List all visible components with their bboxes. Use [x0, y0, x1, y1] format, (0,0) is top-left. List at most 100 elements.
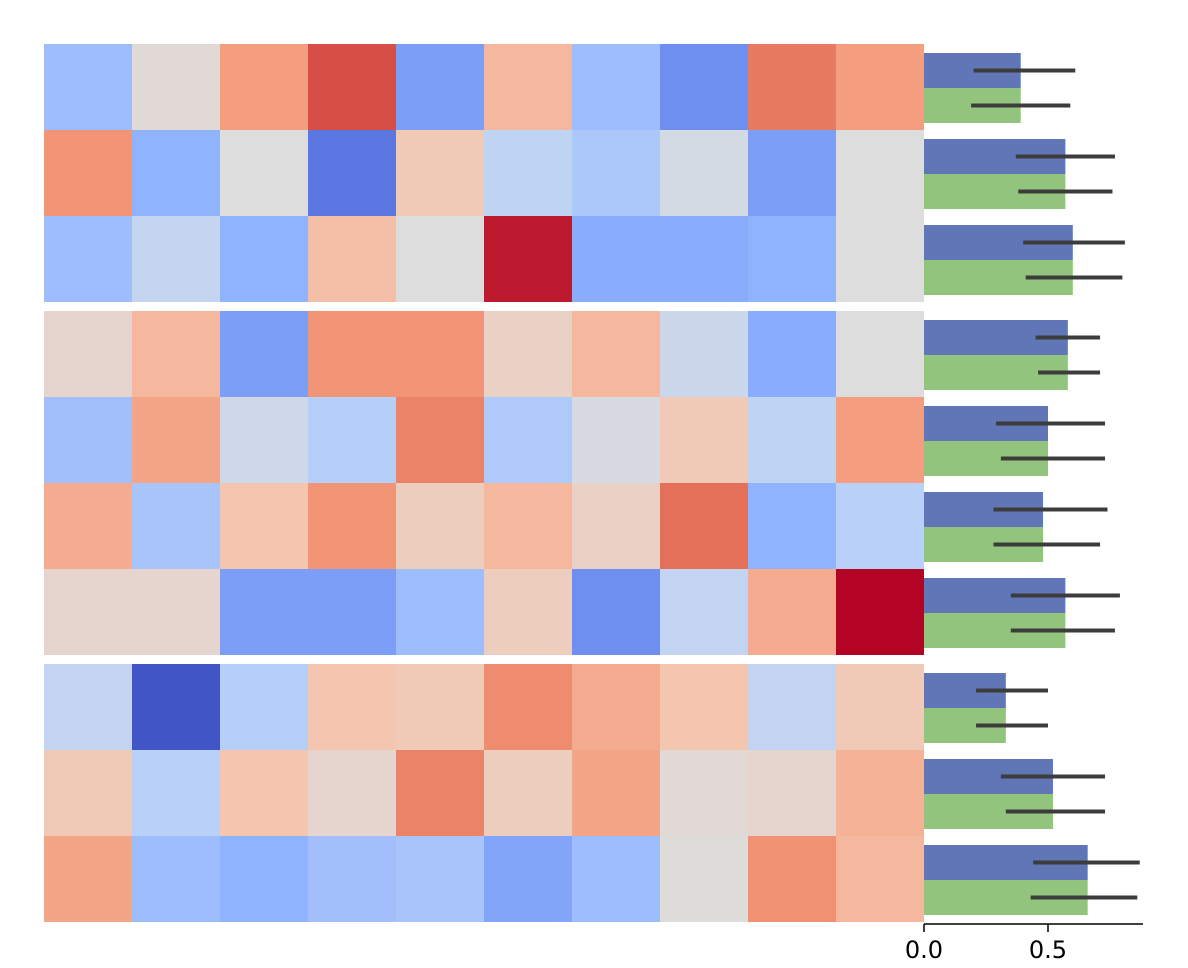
heatmap-cell-r9-c3	[220, 750, 308, 836]
heatmap-cell-r1-c10	[836, 44, 924, 130]
heatmap-cell-r10-c2	[132, 836, 220, 922]
heatmap-cell-r9-c7	[572, 750, 660, 836]
heatmap-cell-r5-c7	[572, 397, 660, 483]
heatmap-cell-r3-c7	[572, 216, 660, 302]
heatmap-cell-r5-c3	[220, 397, 308, 483]
heatmap-cell-r9-c4	[308, 750, 396, 836]
heatmap-cell-r1-c5	[396, 44, 484, 130]
heatmap-cell-r8-c7	[572, 664, 660, 750]
heatmap-cell-r3-c1	[44, 216, 132, 302]
heatmap-cell-r4-c8	[660, 311, 748, 397]
heatmap-cell-r7-c1	[44, 569, 132, 655]
heatmap-cell-r2-c4	[308, 130, 396, 216]
heatmap-cell-r5-c10	[836, 397, 924, 483]
heatmap-cell-r9-c8	[660, 750, 748, 836]
heatmap-cell-r2-c1	[44, 130, 132, 216]
heatmap-cell-r3-c5	[396, 216, 484, 302]
heatmap-cell-r3-c2	[132, 216, 220, 302]
heatmap-cell-r1-c2	[132, 44, 220, 130]
heatmap-cell-r2-c2	[132, 130, 220, 216]
heatmap-cell-r5-c1	[44, 397, 132, 483]
heatmap-cell-r6-c7	[572, 483, 660, 569]
heatmap-cell-r7-c2	[132, 569, 220, 655]
heatmap-cell-r4-c3	[220, 311, 308, 397]
heatmap-cell-r1-c7	[572, 44, 660, 130]
heatmap-cell-r3-c8	[660, 216, 748, 302]
heatmap-cell-r4-c7	[572, 311, 660, 397]
heatmap-cell-r1-c1	[44, 44, 132, 130]
heatmap-cell-r4-c1	[44, 311, 132, 397]
heatmap-cell-r6-c8	[660, 483, 748, 569]
heatmap-cell-r9-c2	[132, 750, 220, 836]
heatmap-cell-r3-c3	[220, 216, 308, 302]
heatmap-cell-r10-c4	[308, 836, 396, 922]
heatmap-cell-r10-c7	[572, 836, 660, 922]
heatmap-cell-r4-c4	[308, 311, 396, 397]
heatmap-cell-r1-c8	[660, 44, 748, 130]
heatmap-cell-r7-c10	[836, 569, 924, 655]
heatmap-cell-r8-c4	[308, 664, 396, 750]
heatmap-cell-r1-c3	[220, 44, 308, 130]
heatmap-cell-r6-c3	[220, 483, 308, 569]
heatmap-cell-r8-c9	[748, 664, 836, 750]
heatmap-cell-r2-c6	[484, 130, 572, 216]
heatmap-cell-r5-c5	[396, 397, 484, 483]
heatmap-cell-r1-c6	[484, 44, 572, 130]
heatmap-cell-r8-c2	[132, 664, 220, 750]
heatmap-cell-r8-c10	[836, 664, 924, 750]
heatmap-cell-r7-c9	[748, 569, 836, 655]
heatmap-cell-r6-c10	[836, 483, 924, 569]
heatmap-cell-r3-c9	[748, 216, 836, 302]
heatmap-cell-r6-c6	[484, 483, 572, 569]
heatmap-cell-r7-c8	[660, 569, 748, 655]
heatmap-cell-r10-c3	[220, 836, 308, 922]
heatmap-cell-r1-c4	[308, 44, 396, 130]
heatmap-cell-r2-c3	[220, 130, 308, 216]
heatmap-cell-r7-c3	[220, 569, 308, 655]
heatmap-cell-r6-c1	[44, 483, 132, 569]
heatmap-cell-r10-c10	[836, 836, 924, 922]
heatmap-cell-r9-c5	[396, 750, 484, 836]
heatmap-cell-r6-c9	[748, 483, 836, 569]
heatmap-cell-r10-c6	[484, 836, 572, 922]
heatmap-cell-r7-c4	[308, 569, 396, 655]
heatmap-cell-r10-c8	[660, 836, 748, 922]
x-tick-label-0: 0.0	[905, 936, 943, 964]
heatmap-cell-r7-c7	[572, 569, 660, 655]
heatmap-cell-r8-c8	[660, 664, 748, 750]
heatmap-cell-r10-c9	[748, 836, 836, 922]
bar-chart	[924, 53, 1140, 915]
x-axis: 0.0 0.5	[905, 923, 1143, 964]
heatmap-cell-r8-c3	[220, 664, 308, 750]
heatmap	[44, 44, 924, 922]
heatmap-cell-r4-c6	[484, 311, 572, 397]
heatmap-cell-r9-c1	[44, 750, 132, 836]
heatmap-cell-r7-c5	[396, 569, 484, 655]
heatmap-cell-r8-c5	[396, 664, 484, 750]
heatmap-cell-r10-c5	[396, 836, 484, 922]
heatmap-cell-r4-c2	[132, 311, 220, 397]
heatmap-cell-r4-c9	[748, 311, 836, 397]
heatmap-cell-r2-c5	[396, 130, 484, 216]
heatmap-cell-r6-c2	[132, 483, 220, 569]
heatmap-cell-r3-c4	[308, 216, 396, 302]
heatmap-cell-r9-c10	[836, 750, 924, 836]
heatmap-cell-r7-c6	[484, 569, 572, 655]
heatmap-cell-r6-c5	[396, 483, 484, 569]
heatmap-cell-r1-c9	[748, 44, 836, 130]
heatmap-cell-r8-c6	[484, 664, 572, 750]
heatmap-cell-r5-c2	[132, 397, 220, 483]
heatmap-cell-r6-c4	[308, 483, 396, 569]
heatmap-cell-r4-c10	[836, 311, 924, 397]
heatmap-cell-r8-c1	[44, 664, 132, 750]
heatmap-cell-r5-c6	[484, 397, 572, 483]
heatmap-cell-r5-c8	[660, 397, 748, 483]
heatmap-cell-r2-c9	[748, 130, 836, 216]
heatmap-cell-r9-c9	[748, 750, 836, 836]
heatmap-cell-r2-c10	[836, 130, 924, 216]
heatmap-cell-r2-c7	[572, 130, 660, 216]
heatmap-cell-r5-c4	[308, 397, 396, 483]
heatmap-cell-r2-c8	[660, 130, 748, 216]
x-tick-label-1: 0.5	[1029, 936, 1067, 964]
